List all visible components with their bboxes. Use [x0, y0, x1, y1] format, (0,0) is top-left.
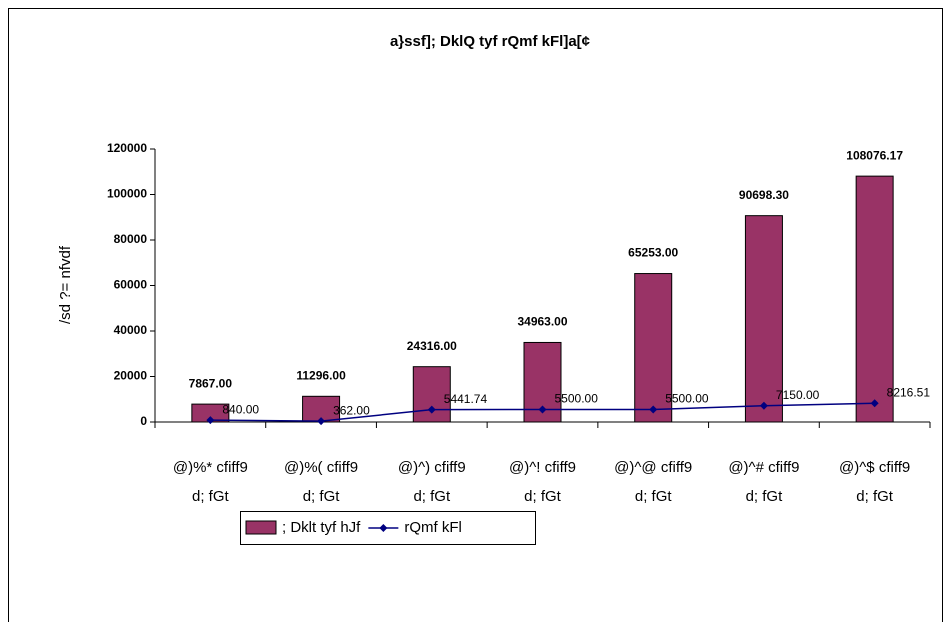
- x-tick-label: @)^# cfiff9: [728, 459, 799, 476]
- x-tick-label: @)^) cfiff9: [398, 459, 466, 476]
- line-marker: [759, 401, 768, 410]
- line-marker: [870, 399, 879, 408]
- y-tick-label: 100000: [107, 187, 147, 201]
- line-value-label: 5500.00: [665, 392, 709, 406]
- y-tick-label: 40000: [114, 323, 148, 337]
- bar-value-label: 24316.00: [407, 339, 457, 353]
- line-value-label: 7150.00: [776, 388, 820, 402]
- y-tick-label: 120000: [107, 141, 147, 155]
- x-tick-label: d; fGt: [303, 488, 341, 505]
- line-value-label: 5500.00: [555, 392, 599, 406]
- y-tick-label: 20000: [114, 369, 148, 383]
- line-marker: [649, 405, 658, 414]
- x-tick-label: @)%* cfiff9: [173, 459, 248, 476]
- x-tick-label: d; fGt: [413, 488, 451, 505]
- line-marker: [538, 405, 547, 414]
- bar-value-label: 7867.00: [189, 376, 233, 390]
- bar-value-label: 90698.30: [739, 188, 789, 202]
- line-marker: [317, 417, 326, 426]
- line-value-label: 5441.74: [444, 392, 488, 406]
- x-tick-label: d; fGt: [524, 488, 562, 505]
- y-tick-label: 60000: [114, 278, 148, 292]
- chart-title: a}ssf]; DklQ tyf rQmf kFl]a[¢: [390, 33, 590, 50]
- legend-label: ; Dklt tyf hJf: [282, 519, 361, 536]
- x-tick-label: @)^! cfiff9: [509, 459, 576, 476]
- x-tick-label: d; fGt: [856, 488, 894, 505]
- bar: [634, 273, 673, 423]
- line-value-label: 840.00: [222, 402, 259, 416]
- bar-value-label: 11296.00: [296, 368, 346, 382]
- y-axis-label: /sd ?= nfvdf: [57, 245, 74, 324]
- x-tick-label: d; fGt: [192, 488, 230, 505]
- y-tick-label: 80000: [114, 232, 148, 246]
- bar: [744, 215, 783, 423]
- line-marker: [427, 405, 436, 414]
- line-marker: [206, 416, 215, 425]
- x-tick-label: @)^$ cfiff9: [839, 459, 910, 476]
- legend-label: rQmf kFl: [404, 519, 462, 536]
- bar-value-label: 34963.00: [517, 315, 567, 329]
- x-tick-label: d; fGt: [635, 488, 673, 505]
- bar-value-label: 65253.00: [628, 246, 678, 260]
- x-tick-label: d; fGt: [746, 488, 784, 505]
- y-tick-label: 0: [140, 414, 147, 428]
- bar: [855, 175, 894, 423]
- line-value-label: 362.00: [333, 403, 370, 417]
- bar-value-label: 108076.17: [846, 148, 903, 162]
- x-tick-label: @)^@ cfiff9: [614, 459, 692, 476]
- legend-swatch: [245, 520, 277, 535]
- legend-swatch: [379, 524, 388, 532]
- x-tick-label: @)%( cfiff9: [284, 459, 358, 476]
- line-value-label: 8216.51: [887, 385, 931, 399]
